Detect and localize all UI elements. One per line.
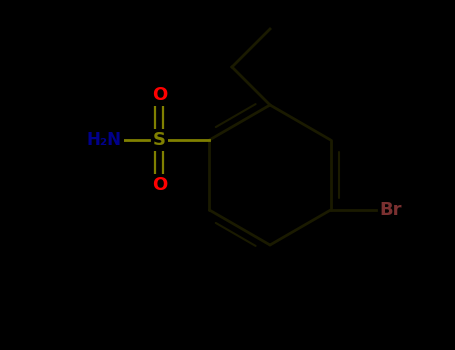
Text: Br: Br xyxy=(379,201,402,219)
Text: O: O xyxy=(152,86,167,104)
Text: O: O xyxy=(152,176,167,194)
Text: S: S xyxy=(153,131,166,149)
Text: H₂N: H₂N xyxy=(87,131,122,149)
